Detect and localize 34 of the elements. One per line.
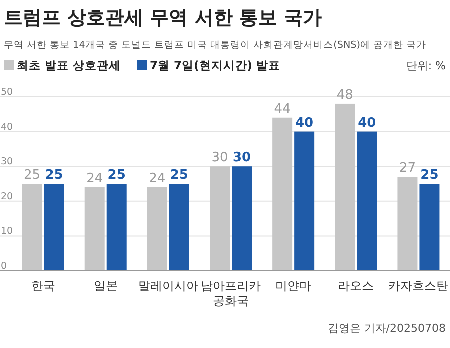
data-label: 40 [296, 116, 314, 131]
data-label: 24 [86, 171, 104, 186]
ytick: 50 [1, 87, 14, 98]
data-label: 24 [149, 171, 166, 186]
data-label: 27 [399, 161, 416, 176]
data-label: 25 [108, 168, 126, 183]
ytick: 0 [1, 261, 8, 272]
data-label: 25 [170, 168, 188, 183]
title: 트럼프 상호관세 무역 서한 통보 국가 [4, 7, 322, 29]
ytick: 30 [1, 156, 14, 168]
ytick: 20 [1, 191, 14, 202]
ytick: 10 [1, 226, 14, 238]
ylabel: 단위: % [406, 60, 446, 72]
subtitle: 무역 서한 통보 14개국 중 도널드 트럼프 미국 대통령이 사회관계망서비스(SNS)에 공개한 국가 [4, 40, 427, 51]
xtick: 말레이시아 [138, 279, 198, 293]
legend-label: 7월 7일(현지시간) 발표 [150, 58, 281, 72]
data-label: 25 [24, 168, 41, 183]
data-label: 44 [274, 102, 291, 117]
ytick: 40 [1, 122, 14, 133]
data-label: 25 [45, 168, 64, 183]
xtick: 라오스 [338, 279, 374, 293]
data-label: 40 [358, 116, 376, 131]
data-label: 30 [212, 150, 228, 166]
xtick: 남아프리카 [201, 279, 261, 293]
data-label: 25 [420, 168, 439, 183]
data-label: 48 [336, 88, 354, 103]
legend-label: 최초 발표 상호관세 [17, 58, 122, 72]
xtick: 미얀마 [276, 279, 312, 293]
annotation: 김영은 기자/20250708 [328, 322, 446, 335]
xtick: 카자흐스탄 [388, 279, 449, 293]
xtick: 일본 [94, 279, 118, 293]
data-label: 30 [232, 150, 252, 166]
xtick: 한국 [31, 279, 56, 293]
xtick: 공화국 [213, 294, 249, 308]
